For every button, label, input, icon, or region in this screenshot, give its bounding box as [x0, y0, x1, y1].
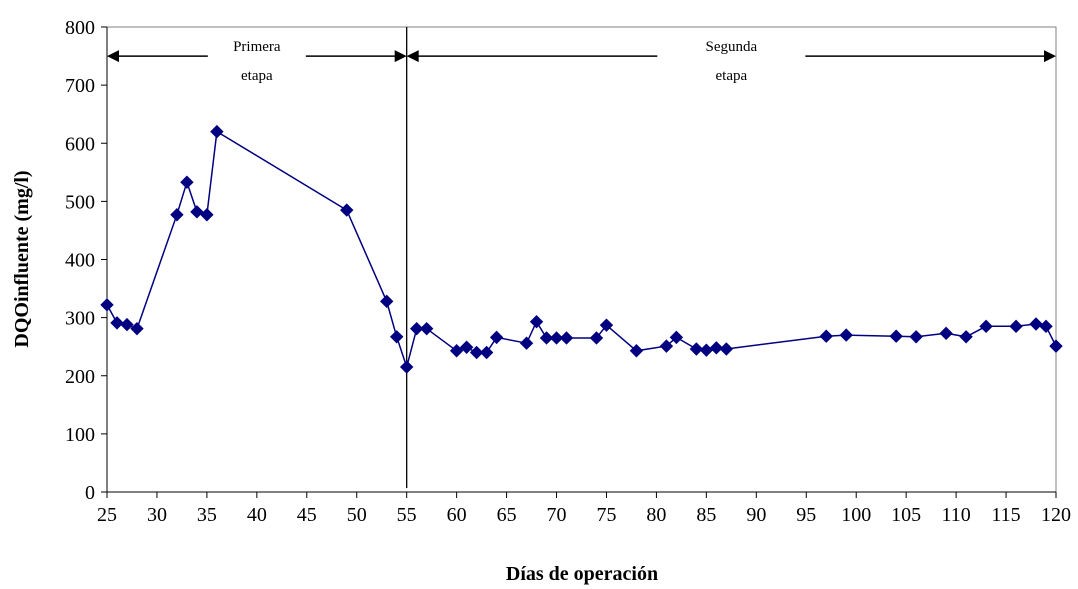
data-point-marker [689, 342, 704, 356]
data-point-marker [819, 329, 833, 343]
data-point-marker [719, 342, 734, 356]
data-point-marker [340, 203, 354, 217]
data-point-marker [669, 330, 684, 345]
data-point-marker [489, 330, 504, 345]
x-tick-label: 70 [547, 504, 567, 526]
data-point-marker [389, 330, 404, 344]
data-point-marker [170, 208, 184, 222]
stage-arrowhead-left [107, 50, 119, 63]
data-point-marker [529, 314, 544, 329]
x-tick-label: 85 [696, 504, 716, 526]
data-point-marker [130, 321, 144, 336]
x-tick-label: 90 [746, 504, 766, 526]
data-point-marker [959, 330, 973, 344]
data-point-marker [120, 317, 134, 332]
y-tick-label: 400 [65, 250, 95, 272]
data-point-marker [709, 341, 724, 355]
stage-label-line1: Segunda [706, 39, 758, 55]
plot-area: 0 100 200 300 400 500 600 700 800 25 30 35 40 45 50 55 6… [65, 17, 1071, 526]
y-tick-label: 300 [65, 308, 95, 330]
data-point-marker [379, 294, 394, 309]
stage-annotation: Primera etapa [107, 39, 407, 84]
y-tick-label: 700 [65, 75, 95, 97]
data-point-marker [519, 336, 534, 350]
plot-frame [106, 26, 1057, 493]
stage-annotation: Segunda etapa [406, 39, 1056, 84]
data-point-marker [399, 360, 414, 374]
x-tick-label: 45 [297, 504, 317, 526]
x-tick-label: 115 [991, 504, 1020, 526]
x-tick-label: 60 [447, 504, 467, 526]
data-point-marker [549, 331, 564, 345]
data-point-marker [1009, 319, 1023, 334]
data-point-marker [210, 124, 224, 139]
y-tick-label: 200 [65, 366, 95, 388]
data-point-marker [1049, 339, 1063, 353]
y-axis-title: DQOinfluente (mg/l) [11, 170, 33, 347]
stage-label-line2: etapa [241, 68, 273, 84]
data-point-marker [1029, 317, 1043, 331]
data-point-marker [459, 340, 474, 354]
data-point-marker [979, 319, 993, 334]
data-point-marker [180, 175, 194, 189]
x-tick-label: 95 [796, 504, 816, 526]
x-tick-label: 65 [497, 504, 517, 526]
x-tick-label: 55 [397, 504, 417, 526]
data-point-marker [839, 328, 853, 342]
stage-label-line1: Primera [233, 39, 281, 55]
x-tick-label: 35 [197, 504, 217, 526]
data-point-marker [599, 318, 614, 332]
stage-arrowhead-right [1044, 50, 1056, 63]
data-point-marker [200, 208, 214, 222]
y-tick-label: 600 [65, 133, 95, 155]
y-tick-label: 0 [85, 482, 95, 504]
data-point-marker [100, 298, 114, 312]
x-tick-label: 100 [841, 504, 871, 526]
stage-label-line2: etapa [716, 68, 748, 84]
data-point-marker [589, 331, 604, 345]
x-tick-label: 120 [1041, 504, 1071, 526]
stage-arrowhead-right [394, 50, 407, 63]
x-tick-label: 40 [247, 504, 267, 526]
data-point-marker [1039, 319, 1053, 334]
data-point-marker [939, 326, 953, 341]
data-point-marker [629, 344, 644, 358]
x-tick-label: 110 [941, 504, 970, 526]
x-tick-label: 80 [646, 504, 666, 526]
x-tick-label: 30 [147, 504, 167, 526]
y-tick-label: 800 [65, 17, 95, 39]
data-point-marker [190, 205, 204, 219]
data-point-marker [659, 339, 674, 353]
x-axis-title: Días de operación [506, 563, 658, 585]
data-point-marker [479, 345, 494, 360]
data-point-marker [449, 344, 464, 358]
data-point-marker [699, 343, 714, 357]
data-point-marker [110, 316, 124, 330]
data-point-marker [909, 330, 923, 344]
data-point-marker [889, 329, 903, 343]
y-tick-label: 500 [65, 191, 95, 213]
series-line [106, 130, 1057, 370]
data-point-marker [539, 331, 554, 345]
y-tick-label: 100 [65, 424, 95, 446]
data-point-marker [419, 321, 434, 336]
data-point-marker [409, 321, 424, 336]
data-point-marker [469, 345, 484, 360]
x-tick-label: 25 [97, 504, 117, 526]
stage-arrowhead-left [406, 50, 419, 63]
x-tick-label: 50 [347, 504, 367, 526]
x-tick-label: 105 [891, 504, 921, 526]
x-tick-label: 75 [596, 504, 616, 526]
data-point-marker [559, 331, 574, 345]
